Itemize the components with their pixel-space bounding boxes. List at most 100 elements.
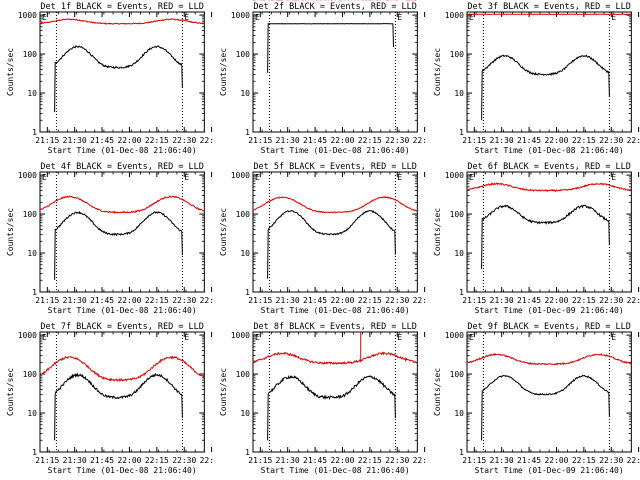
chart-title: Det 8f BLACK = Events, RED = LLD <box>254 322 417 332</box>
x-tick-label: 21:15 <box>462 136 486 145</box>
y-axis-label: Counts/sec <box>219 368 228 416</box>
y-tick-label: 1 <box>459 128 464 137</box>
x-tick-label: 22:15 <box>571 296 595 305</box>
x-tick-label: 22:45 <box>626 456 640 465</box>
y-tick-label: 1 <box>32 128 37 137</box>
y-axis-label: Counts/sec <box>6 368 15 416</box>
x-axis-label: Start Time (01-Dec-08 21:06:40) <box>48 466 197 475</box>
x-tick-label: 22:00 <box>544 456 568 465</box>
x-tick-label: 22:00 <box>117 456 141 465</box>
y-tick-label: 1 <box>32 288 37 297</box>
x-tick-label: 21:30 <box>276 296 300 305</box>
chart-title: Det 9f BLACK = Events, RED = LLD <box>467 322 630 332</box>
x-tick-label: 22:45 <box>200 136 214 145</box>
x-tick-label: 22:45 <box>413 136 427 145</box>
y-tick-label: 1 <box>246 128 251 137</box>
x-tick-label: 22:30 <box>172 296 196 305</box>
y-tick-label: 100 <box>236 210 251 219</box>
y-tick-label: 1000 <box>444 331 463 340</box>
marker-label: E <box>255 173 260 182</box>
chart-title: Det 7f BLACK = Events, RED = LLD <box>40 322 203 332</box>
x-tick-label: 21:15 <box>249 296 273 305</box>
x-tick-label: 21:30 <box>489 136 513 145</box>
x-tick-label: 21:45 <box>517 136 541 145</box>
chart-title: Det 5f BLACK = Events, RED = LLD <box>254 162 417 172</box>
marker-label: E <box>469 333 474 342</box>
x-tick-label: 22:15 <box>571 136 595 145</box>
y-axis-label: Counts/sec <box>433 368 442 416</box>
y-tick-label: 1000 <box>231 171 250 180</box>
x-axis-label: Start Time (01-Dec-08 21:06:40) <box>261 146 410 155</box>
marker-label: E <box>184 333 189 342</box>
y-tick-label: 10 <box>241 249 251 258</box>
y-axis-label: Counts/sec <box>219 208 228 256</box>
x-tick-label: 22:45 <box>626 136 640 145</box>
chart-title: Det 6f BLACK = Events, RED = LLD <box>467 162 630 172</box>
x-tick-label: 22:15 <box>145 296 169 305</box>
y-tick-label: 1000 <box>444 171 463 180</box>
x-tick-label: 21:30 <box>276 456 300 465</box>
x-axis-label: Start Time (01-Dec-08 21:06:40) <box>48 146 197 155</box>
x-tick-label: 22:15 <box>571 456 595 465</box>
x-axis-label: Start Time (01-Dec-09 21:06:40) <box>474 306 623 315</box>
y-tick-label: 100 <box>23 50 38 59</box>
x-tick-label: 21:30 <box>63 296 87 305</box>
y-tick-label: 1000 <box>18 331 37 340</box>
series-events <box>54 372 183 441</box>
series-lld <box>39 355 205 382</box>
x-tick-label: 22:45 <box>413 456 427 465</box>
series-lld <box>39 195 205 215</box>
x-tick-label: 21:30 <box>276 136 300 145</box>
x-tick-label: 22:15 <box>358 136 382 145</box>
y-axis-label: Counts/sec <box>219 48 228 96</box>
marker-label: E <box>469 173 474 182</box>
x-tick-label: 22:00 <box>117 296 141 305</box>
x-tick-label: 22:00 <box>331 136 355 145</box>
x-tick-label: 22:30 <box>599 136 623 145</box>
x-tick-label: 22:00 <box>117 136 141 145</box>
series-events <box>54 210 183 280</box>
x-tick-label: 22:30 <box>172 456 196 465</box>
x-tick-label: 21:15 <box>35 456 59 465</box>
chart-panel-6: Det 6f BLACK = Events, RED = LLD 1 10 100 10… <box>433 162 640 315</box>
x-tick-label: 21:15 <box>35 296 59 305</box>
series-events <box>267 209 397 279</box>
x-tick-label: 22:30 <box>172 136 196 145</box>
x-axis-label: Start Time (01-Dec-09 21:06:40) <box>474 466 623 475</box>
x-axis-label: Start Time (01-Dec-08 21:06:40) <box>261 466 410 475</box>
y-tick-label: 1000 <box>18 11 37 20</box>
plot-frame <box>252 171 419 293</box>
marker-label: E <box>611 333 616 342</box>
marker-label: E <box>611 13 616 22</box>
y-tick-label: 100 <box>23 370 38 379</box>
marker-label: E <box>398 333 403 342</box>
x-tick-label: 21:15 <box>462 296 486 305</box>
x-tick-label: 22:15 <box>145 136 169 145</box>
y-axis-label: Counts/sec <box>6 48 15 96</box>
y-tick-label: 1 <box>459 448 464 457</box>
x-tick-label: 21:15 <box>249 136 273 145</box>
chart-panel-7: Det 7f BLACK = Events, RED = LLD 1 10 100 10… <box>6 322 214 475</box>
plot-frame <box>466 331 632 453</box>
y-axis-label: Counts/sec <box>433 208 442 256</box>
marker-label: E <box>184 173 189 182</box>
y-tick-label: 10 <box>241 89 251 98</box>
x-tick-label: 22:30 <box>599 296 623 305</box>
plot-frame <box>252 331 419 453</box>
x-tick-label: 22:00 <box>544 136 568 145</box>
y-tick-label: 1000 <box>231 11 250 20</box>
series-events <box>267 375 397 441</box>
y-tick-label: 1 <box>246 448 251 457</box>
series-events <box>480 54 610 120</box>
x-tick-label: 21:30 <box>63 136 87 145</box>
chart-panel-4: Det 4f BLACK = Events, RED = LLD 1 10 100 10… <box>6 162 213 315</box>
x-axis-label: Start Time (01-Dec-08 21:06:40) <box>48 306 197 315</box>
y-tick-label: 10 <box>27 89 37 98</box>
chart-panel-2: Det 2f BLACK = Events, RED = LLD 1 10 100 10… <box>219 0 427 155</box>
x-tick-label: 21:15 <box>249 456 273 465</box>
y-tick-label: 100 <box>449 210 464 219</box>
series-lld <box>253 196 418 214</box>
x-tick-label: 22:45 <box>200 456 214 465</box>
chart-panel-5: Det 5f BLACK = Events, RED = LLD 1 10 100 10… <box>219 162 426 315</box>
